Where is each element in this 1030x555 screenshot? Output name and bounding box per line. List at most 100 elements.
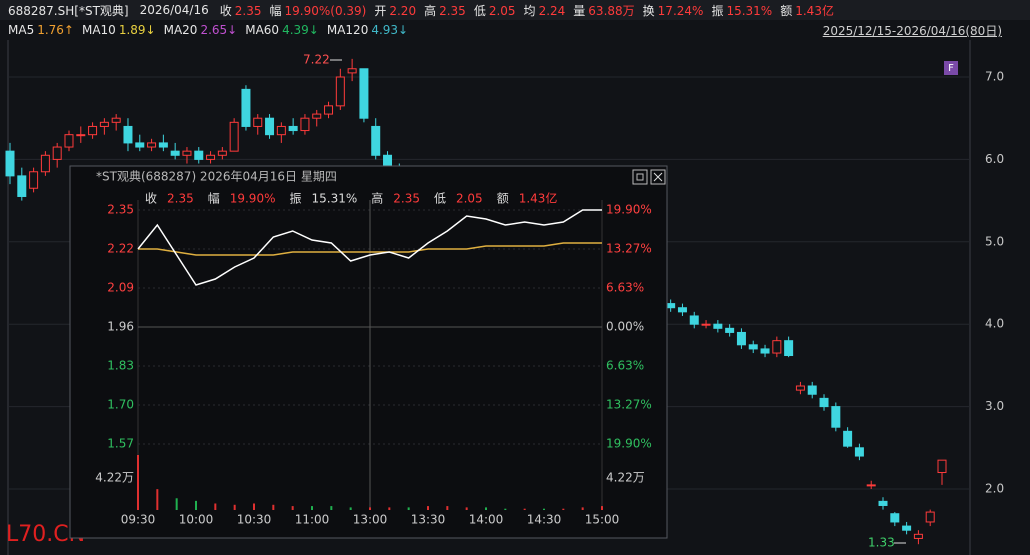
quote-item: 振 15.31% (711, 2, 772, 19)
date-range[interactable]: 2025/12/15-2026/04/16(80日) (822, 24, 1002, 38)
candle-body (725, 327, 735, 333)
badge-bg (944, 61, 958, 75)
ma-label: MA5 (8, 23, 35, 37)
ma-value: 4.39↓ (282, 23, 319, 37)
quote-label: 额 (780, 3, 793, 18)
avg-line (138, 242, 602, 256)
candle-body (890, 513, 900, 523)
quote-value: 19.90%(0.39) (284, 3, 367, 18)
pct-label: 13.27% (606, 398, 652, 412)
y-tick-label: 7.0 (985, 70, 1004, 84)
quote-value: 2.05 (488, 3, 516, 18)
candle-body (677, 307, 687, 313)
candle-body (52, 146, 62, 160)
y-tick-label: 5.0 (985, 234, 1004, 248)
candle-body (217, 150, 227, 156)
candle-body (241, 88, 251, 127)
badge: F (948, 63, 954, 74)
candle-body (64, 134, 74, 148)
candle-body (689, 315, 699, 325)
candle-body (736, 331, 746, 346)
info-label: 额 (497, 192, 509, 206)
volume-bar (291, 506, 294, 510)
candle-body (276, 125, 286, 136)
quote-item: 688287.SH[*ST观典] (8, 2, 132, 19)
time-label: 15:00 (585, 513, 620, 527)
candle-body (88, 125, 98, 136)
candle-body (170, 150, 180, 156)
price-tick-label: 1.83 (107, 359, 134, 373)
quote-item: 量 63.88万 (573, 2, 634, 19)
candle-body (359, 68, 369, 119)
candle-body (288, 125, 298, 132)
quote-label: 开 (374, 3, 387, 18)
y-tick-label: 6.0 (985, 152, 1004, 166)
candle-body (17, 175, 27, 197)
ma-item: MA60 4.39↓ (245, 23, 319, 37)
price-tick-label: 2.09 (107, 281, 134, 295)
high-label: 7.22 (303, 53, 330, 67)
candle-body (666, 303, 676, 309)
candle-body (335, 76, 345, 107)
candle-body (229, 121, 239, 152)
popup-btn-icon (636, 173, 644, 181)
info-label: 收 (145, 192, 157, 206)
time-label: 10:00 (179, 513, 214, 527)
ma-label: MA20 (163, 23, 198, 37)
candle-body (40, 154, 50, 173)
ma-value: 1.89↓ (118, 23, 156, 37)
volume-bar (137, 455, 139, 510)
candle-body (371, 125, 381, 156)
candle-body (819, 397, 829, 408)
quote-value: 63.88万 (588, 3, 635, 18)
price-tick-label: 1.57 (107, 437, 134, 451)
ma-value: 4.93↓ (371, 23, 409, 37)
candle-body (253, 117, 263, 127)
popup-close-icon (653, 172, 663, 182)
candle-body (158, 142, 168, 148)
volume-bar (407, 507, 410, 510)
chart: 7.06.05.04.03.02.07.221.33FL70.CN*ST观典(6… (5, 40, 1004, 555)
info-label: 低 (434, 192, 446, 206)
quote-label: 幅 (269, 3, 282, 18)
info-label: 高 (371, 191, 383, 206)
volume-bar (562, 508, 565, 510)
popup-close (650, 169, 666, 185)
candle-body (29, 171, 39, 189)
volume-bar (272, 504, 275, 510)
popup-title: *ST观典(688287) 2026年04月16日 星期四 (96, 170, 337, 184)
ma-value: 2.65↓ (200, 23, 238, 37)
time-label: 10:30 (237, 513, 272, 527)
time-label: 14:30 (527, 513, 562, 527)
candle-body (854, 447, 864, 457)
time-label: 13:30 (411, 513, 446, 527)
candle-body (300, 117, 310, 132)
quote-item: 高 2.35 (424, 2, 466, 19)
candle-body (5, 150, 15, 177)
ma-item: MA20 2.65↓ (164, 23, 238, 37)
info-value: 19.90% (230, 192, 276, 206)
volume-bar (214, 503, 217, 510)
candle-body (748, 344, 758, 350)
time-label: 11:00 (295, 513, 330, 527)
candle-body (843, 430, 853, 447)
candle-body (76, 134, 86, 137)
ma-label: MA10 (81, 23, 116, 37)
price-tick-label: 2.35 (107, 203, 134, 217)
ma-item: MA120 4.93↓ (327, 23, 408, 37)
info-value: 2.05 (456, 192, 483, 206)
popup-btn (632, 169, 648, 185)
volume-bar (446, 506, 449, 510)
time-label: 14:00 (469, 513, 504, 527)
volume-bar (233, 504, 236, 510)
ma-label: MA60 (245, 23, 280, 37)
candle-body (99, 121, 109, 127)
candle-body (206, 154, 216, 160)
ma-value: 1.76↑ (37, 23, 74, 37)
price-line (137, 209, 602, 286)
ma-item: MA5 1.76↑ (8, 23, 74, 37)
pct-label: 6.63% (606, 281, 644, 295)
price-tick-label: 2.22 (107, 242, 134, 256)
volume-bar (523, 508, 526, 510)
